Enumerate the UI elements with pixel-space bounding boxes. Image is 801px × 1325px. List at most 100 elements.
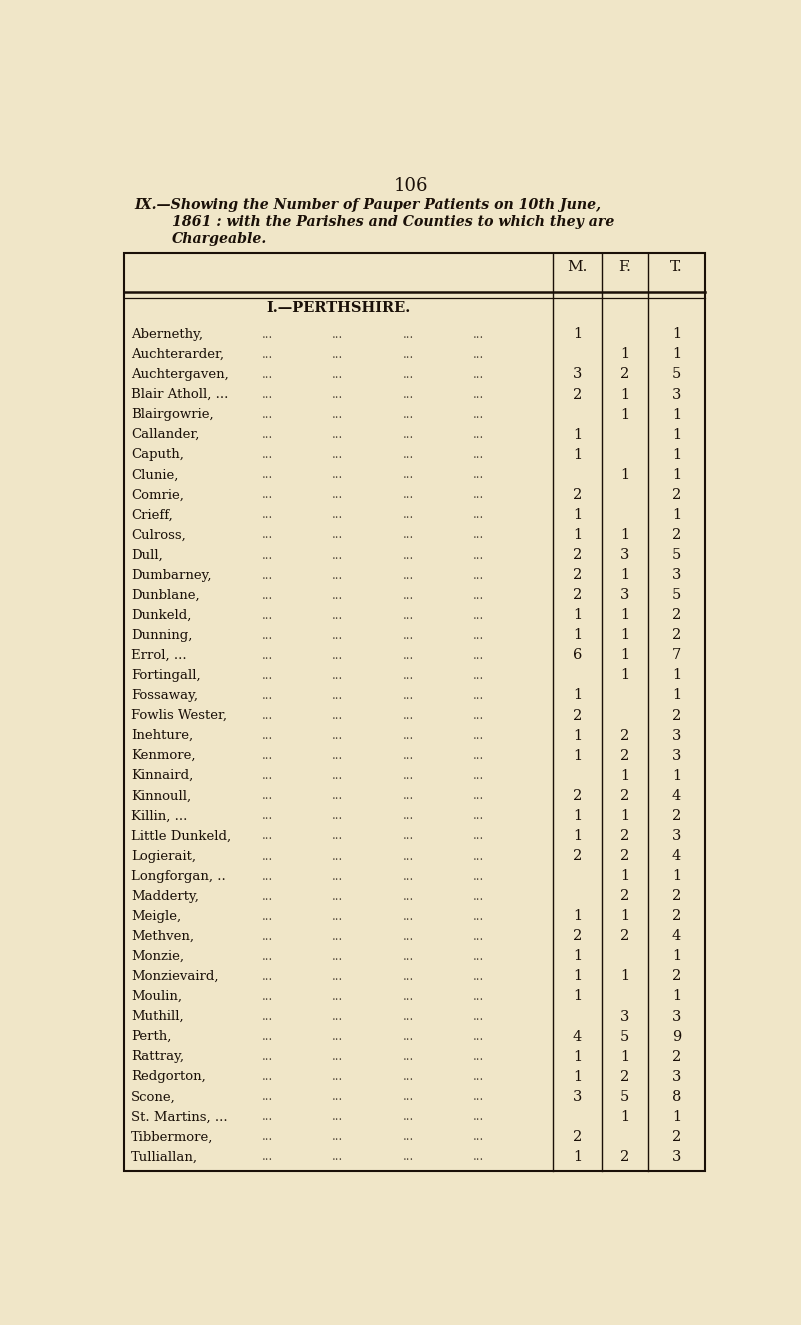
Text: Blairgowrie,: Blairgowrie,: [131, 408, 214, 421]
Text: 3: 3: [672, 1069, 681, 1084]
Text: Errol, ...: Errol, ...: [131, 649, 187, 662]
Text: ...: ...: [332, 529, 344, 542]
Text: ...: ...: [332, 549, 344, 562]
Text: ...: ...: [261, 428, 273, 441]
Text: Blair Atholl, ...: Blair Atholl, ...: [131, 388, 228, 401]
Text: 2: 2: [672, 608, 681, 623]
Text: 1: 1: [573, 729, 582, 742]
Text: 3: 3: [620, 1010, 630, 1023]
Text: ...: ...: [332, 428, 344, 441]
Text: ...: ...: [332, 689, 344, 702]
Text: M.: M.: [567, 260, 588, 274]
Text: ...: ...: [473, 368, 485, 382]
Text: 1: 1: [573, 949, 582, 963]
Text: 1: 1: [672, 990, 681, 1003]
Text: ...: ...: [403, 368, 414, 382]
Text: ...: ...: [473, 689, 485, 702]
Text: 3: 3: [672, 729, 681, 742]
Text: ...: ...: [473, 810, 485, 823]
Text: ...: ...: [473, 549, 485, 562]
Text: ...: ...: [261, 930, 273, 943]
Text: ...: ...: [261, 689, 273, 702]
Text: 2: 2: [620, 749, 630, 763]
Text: 5: 5: [620, 1089, 630, 1104]
Text: ...: ...: [403, 509, 414, 522]
Text: 2: 2: [672, 628, 681, 643]
Text: 2: 2: [573, 588, 582, 602]
Text: ...: ...: [473, 990, 485, 1003]
Text: 1: 1: [620, 347, 630, 362]
Text: 1: 1: [672, 428, 681, 441]
Text: Killin, ...: Killin, ...: [131, 810, 187, 823]
Text: ...: ...: [403, 489, 414, 501]
Text: ...: ...: [332, 669, 344, 682]
Text: ...: ...: [403, 1071, 414, 1084]
Text: ...: ...: [473, 749, 485, 762]
Text: ...: ...: [473, 1150, 485, 1163]
Text: Fossaway,: Fossaway,: [131, 689, 198, 702]
Text: 1: 1: [620, 909, 630, 924]
Text: ...: ...: [403, 327, 414, 341]
Text: ...: ...: [473, 428, 485, 441]
Text: ...: ...: [473, 588, 485, 602]
Text: ...: ...: [403, 950, 414, 963]
Text: Crieff,: Crieff,: [131, 509, 173, 522]
Text: ...: ...: [261, 669, 273, 682]
Text: ...: ...: [473, 889, 485, 902]
Text: Tulliallan,: Tulliallan,: [131, 1150, 198, 1163]
Text: 1: 1: [573, 1150, 582, 1163]
Text: 2: 2: [620, 729, 630, 742]
Text: Moulin,: Moulin,: [131, 990, 182, 1003]
Text: Dunning,: Dunning,: [131, 629, 192, 641]
Text: ...: ...: [403, 428, 414, 441]
Text: St. Martins, ...: St. Martins, ...: [131, 1110, 227, 1124]
Text: ...: ...: [403, 889, 414, 902]
Text: Logierait,: Logierait,: [131, 849, 196, 863]
Text: 2: 2: [573, 387, 582, 401]
Text: 1: 1: [620, 1110, 630, 1124]
Text: 4: 4: [672, 788, 681, 803]
Text: ...: ...: [332, 1150, 344, 1163]
Text: ...: ...: [403, 910, 414, 922]
Text: Little Dunkeld,: Little Dunkeld,: [131, 829, 231, 843]
Text: T.: T.: [670, 260, 682, 274]
Text: 2: 2: [573, 1130, 582, 1143]
Text: ...: ...: [332, 649, 344, 662]
Text: ...: ...: [473, 709, 485, 722]
Text: 3: 3: [620, 549, 630, 562]
Text: 1: 1: [672, 347, 681, 362]
Text: 1: 1: [573, 448, 582, 461]
Text: 1: 1: [620, 527, 630, 542]
Text: ...: ...: [261, 549, 273, 562]
Text: 5: 5: [672, 367, 681, 382]
Text: 2: 2: [620, 849, 630, 863]
Text: 1: 1: [573, 909, 582, 924]
Text: 2: 2: [672, 488, 681, 502]
Text: ...: ...: [261, 1090, 273, 1104]
Text: Callander,: Callander,: [131, 428, 199, 441]
Text: ...: ...: [332, 388, 344, 401]
Text: 3: 3: [672, 568, 681, 582]
Text: ...: ...: [403, 549, 414, 562]
Text: ...: ...: [332, 930, 344, 943]
Text: ...: ...: [403, 588, 414, 602]
Text: ...: ...: [473, 1030, 485, 1043]
Text: 6: 6: [573, 648, 582, 662]
Text: Auchterarder,: Auchterarder,: [131, 348, 224, 360]
Text: ...: ...: [403, 629, 414, 641]
Text: ...: ...: [473, 930, 485, 943]
Text: ...: ...: [403, 729, 414, 742]
Text: 1: 1: [573, 327, 582, 342]
Text: ...: ...: [332, 869, 344, 882]
Text: 1: 1: [620, 408, 630, 421]
Text: ...: ...: [261, 568, 273, 582]
Text: ...: ...: [261, 729, 273, 742]
Text: ...: ...: [332, 468, 344, 481]
Text: ...: ...: [473, 829, 485, 843]
Text: ...: ...: [332, 1110, 344, 1124]
Text: 1: 1: [573, 1049, 582, 1064]
Text: ...: ...: [403, 990, 414, 1003]
Text: 2: 2: [672, 808, 681, 823]
Text: ...: ...: [403, 568, 414, 582]
Text: Redgorton,: Redgorton,: [131, 1071, 206, 1084]
